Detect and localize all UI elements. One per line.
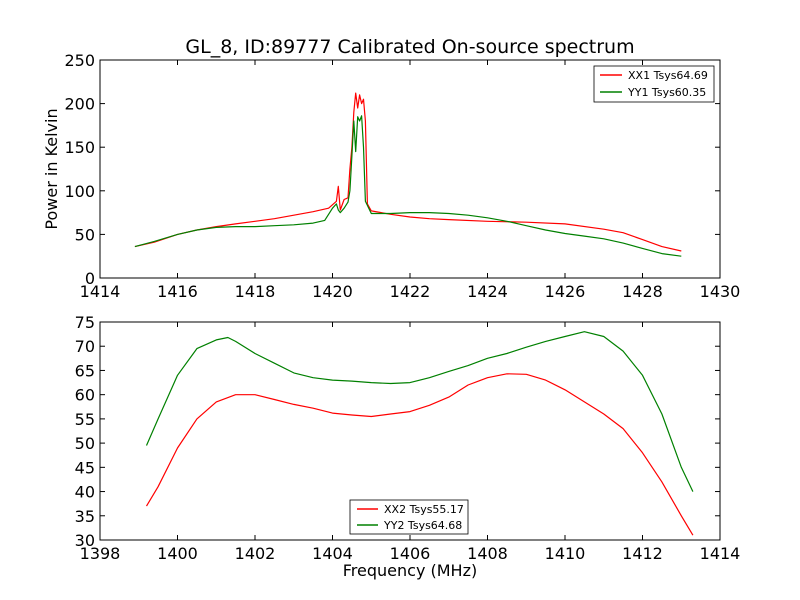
- y-tick-label: 40: [75, 483, 95, 502]
- x-axis-label: Frequency (MHz): [343, 561, 477, 580]
- x-tick-label: 1404: [312, 544, 353, 563]
- bottom-legend-box: [349, 499, 469, 535]
- top-legend: XX1 Tsys64.69 YY1 Tsys60.35: [593, 65, 715, 103]
- x-tick-label: 1402: [235, 544, 276, 563]
- x-tick-label: 1410: [545, 544, 586, 563]
- top-spectrum-panel: GL_8, ID:89777 Calibrated On-source spec…: [42, 36, 740, 301]
- y-tick-label: 150: [64, 138, 95, 157]
- series-line-xx1: [134, 92, 682, 252]
- y-tick-label: 200: [64, 95, 95, 114]
- x-tick-label: 1426: [545, 282, 586, 301]
- series-line-xx2: [145, 373, 694, 536]
- series-line-yy1: [134, 115, 682, 257]
- legend-label-yy2: YY2 Tsys64.68: [383, 519, 462, 532]
- legend-label-xx2: XX2 Tsys55.17: [384, 503, 464, 516]
- y-tick-label: 65: [75, 361, 95, 380]
- y-tick-label: 75: [75, 313, 95, 332]
- y-tick-label: 45: [75, 458, 95, 477]
- series-line-yy2: [145, 331, 694, 492]
- x-tick-label: 1418: [235, 282, 276, 301]
- bottom-series-lines: [145, 331, 694, 536]
- x-tick-label: 1428: [622, 282, 663, 301]
- x-tick-label: 1406: [390, 544, 431, 563]
- y-tick-label: 50: [75, 434, 95, 453]
- x-tick-label: 1422: [390, 282, 431, 301]
- x-tick-label: 1420: [312, 282, 353, 301]
- x-tick-label: 1398: [80, 544, 121, 563]
- top-ticks: 1414 1416 1418 1420 1422 1424 1426 1428 1430 0 50 1…: [64, 51, 740, 301]
- top-series-lines: [134, 92, 682, 257]
- legend-label-yy1: YY1 Tsys60.35: [627, 86, 706, 99]
- y-tick-label: 70: [75, 337, 95, 356]
- x-tick-label: 1400: [157, 544, 198, 563]
- x-tick-label: 1408: [467, 544, 508, 563]
- y-tick-label: 50: [75, 225, 95, 244]
- x-tick-label: 1430: [700, 282, 741, 301]
- y-axis-label: Power in Kelvin: [42, 108, 61, 229]
- bottom-legend: XX2 Tsys55.17 YY2 Tsys64.68: [349, 499, 469, 535]
- x-tick-label: 1414: [80, 282, 121, 301]
- bottom-spectrum-panel: 1398 1400 1402 1404 1406 1408 1410 1412 1414 30 35…: [75, 313, 741, 580]
- bottom-ticks: 1398 1400 1402 1404 1406 1408 1410 1412 1414 30 35…: [75, 313, 741, 563]
- x-tick-label: 1424: [467, 282, 508, 301]
- top-legend-box: [593, 65, 715, 103]
- x-tick-label: 1412: [622, 544, 663, 563]
- y-tick-label: 55: [75, 410, 95, 429]
- x-tick-label: 1416: [157, 282, 198, 301]
- y-tick-label: 60: [75, 386, 95, 405]
- y-tick-label: 0: [85, 269, 95, 288]
- legend-label-xx1: XX1 Tsys64.69: [628, 69, 708, 82]
- y-tick-label: 35: [75, 507, 95, 526]
- chart-title: GL_8, ID:89777 Calibrated On-source spec…: [185, 36, 634, 58]
- x-tick-label: 1414: [700, 544, 741, 563]
- y-tick-label: 30: [75, 531, 95, 550]
- y-tick-label: 250: [64, 51, 95, 70]
- y-tick-label: 100: [64, 182, 95, 201]
